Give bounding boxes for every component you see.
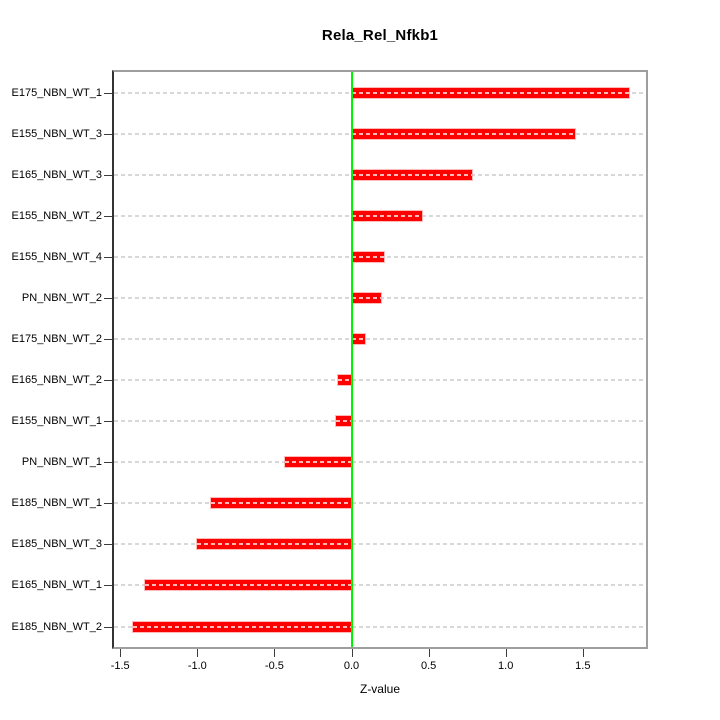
x-axis-tick — [351, 649, 353, 657]
x-axis-tick — [582, 649, 584, 657]
x-axis-tick-label: -1.5 — [110, 660, 130, 672]
bar-E175_NBN_WT_2 — [351, 334, 366, 345]
bar-E185_NBN_WT_1 — [211, 498, 352, 509]
y-axis-tick — [104, 257, 112, 259]
y-axis-label: E165_NBN_WT_1 — [11, 579, 103, 592]
y-axis-tick — [104, 544, 112, 546]
x-axis-tick — [120, 649, 122, 657]
bar-E165_NBN_WT_3 — [351, 170, 473, 181]
y-axis-tick — [104, 339, 112, 341]
bar-E155_NBN_WT_1 — [336, 416, 352, 427]
bar-E185_NBN_WT_3 — [197, 539, 352, 550]
gridline — [114, 543, 646, 546]
gridline — [114, 379, 646, 382]
y-axis-label: PN_NBN_WT_1 — [21, 456, 102, 469]
y-axis-tick — [104, 421, 112, 423]
x-axis-tick-label: 1.0 — [498, 660, 514, 672]
bar-E155_NBN_WT_3 — [351, 129, 576, 140]
gridline — [114, 502, 646, 505]
y-axis-label: E175_NBN_WT_1 — [11, 87, 103, 99]
zero-reference-line — [350, 72, 353, 647]
chart-title: Rela_Rel_Nfkb1 — [321, 27, 439, 44]
bar-E165_NBN_WT_2 — [337, 375, 352, 386]
x-axis-tick-label: 1.5 — [575, 660, 591, 672]
y-axis-label: E155_NBN_WT_4 — [11, 251, 103, 264]
y-axis-label: E155_NBN_WT_1 — [11, 415, 103, 428]
gridline — [114, 338, 646, 341]
y-axis-tick — [104, 380, 112, 382]
y-axis-tick — [104, 216, 112, 218]
y-axis-label: E155_NBN_WT_3 — [11, 128, 103, 141]
gridline — [114, 461, 646, 464]
gridline — [114, 420, 646, 423]
x-axis-tick — [428, 649, 430, 657]
bar-PN_NBN_WT_2 — [351, 293, 382, 304]
gridline — [114, 625, 646, 628]
x-axis-tick — [274, 649, 276, 657]
bar-PN_NBN_WT_1 — [285, 457, 352, 468]
bar-E155_NBN_WT_2 — [351, 211, 423, 222]
bar-E175_NBN_WT_1 — [351, 88, 630, 98]
y-axis-tick — [104, 585, 112, 587]
y-axis-tick — [104, 503, 112, 505]
y-axis-label: E165_NBN_WT_2 — [11, 374, 103, 387]
gridline — [114, 584, 646, 587]
x-axis-tick — [197, 649, 199, 657]
y-axis-label: E155_NBN_WT_2 — [11, 210, 103, 223]
y-axis-label: E185_NBN_WT_3 — [11, 538, 103, 551]
x-axis-tick-label: -0.5 — [264, 660, 284, 672]
x-axis-tick — [505, 649, 507, 657]
x-axis-title: Z-value — [359, 682, 400, 696]
bar-E165_NBN_WT_1 — [144, 580, 352, 591]
x-axis-tick-label: 0.5 — [420, 660, 437, 672]
y-axis-label: E185_NBN_WT_2 — [11, 620, 103, 633]
x-axis-tick-label: -1.0 — [187, 660, 207, 672]
y-axis-tick — [104, 298, 112, 300]
plot-area — [112, 70, 648, 649]
y-axis-tick — [104, 93, 112, 94]
y-axis-label: E165_NBN_WT_3 — [11, 169, 103, 182]
y-axis-label: E185_NBN_WT_1 — [11, 497, 103, 510]
y-axis-tick — [104, 175, 112, 177]
y-axis-label: PN_NBN_WT_2 — [21, 292, 102, 305]
bar-E155_NBN_WT_4 — [351, 252, 385, 263]
y-axis-tick — [104, 462, 112, 464]
y-axis-tick — [104, 626, 112, 628]
y-axis-label: E175_NBN_WT_2 — [11, 333, 103, 346]
bar-E185_NBN_WT_2 — [132, 621, 352, 632]
x-axis-tick-label: 0.0 — [343, 660, 360, 672]
y-axis-tick — [104, 134, 112, 136]
